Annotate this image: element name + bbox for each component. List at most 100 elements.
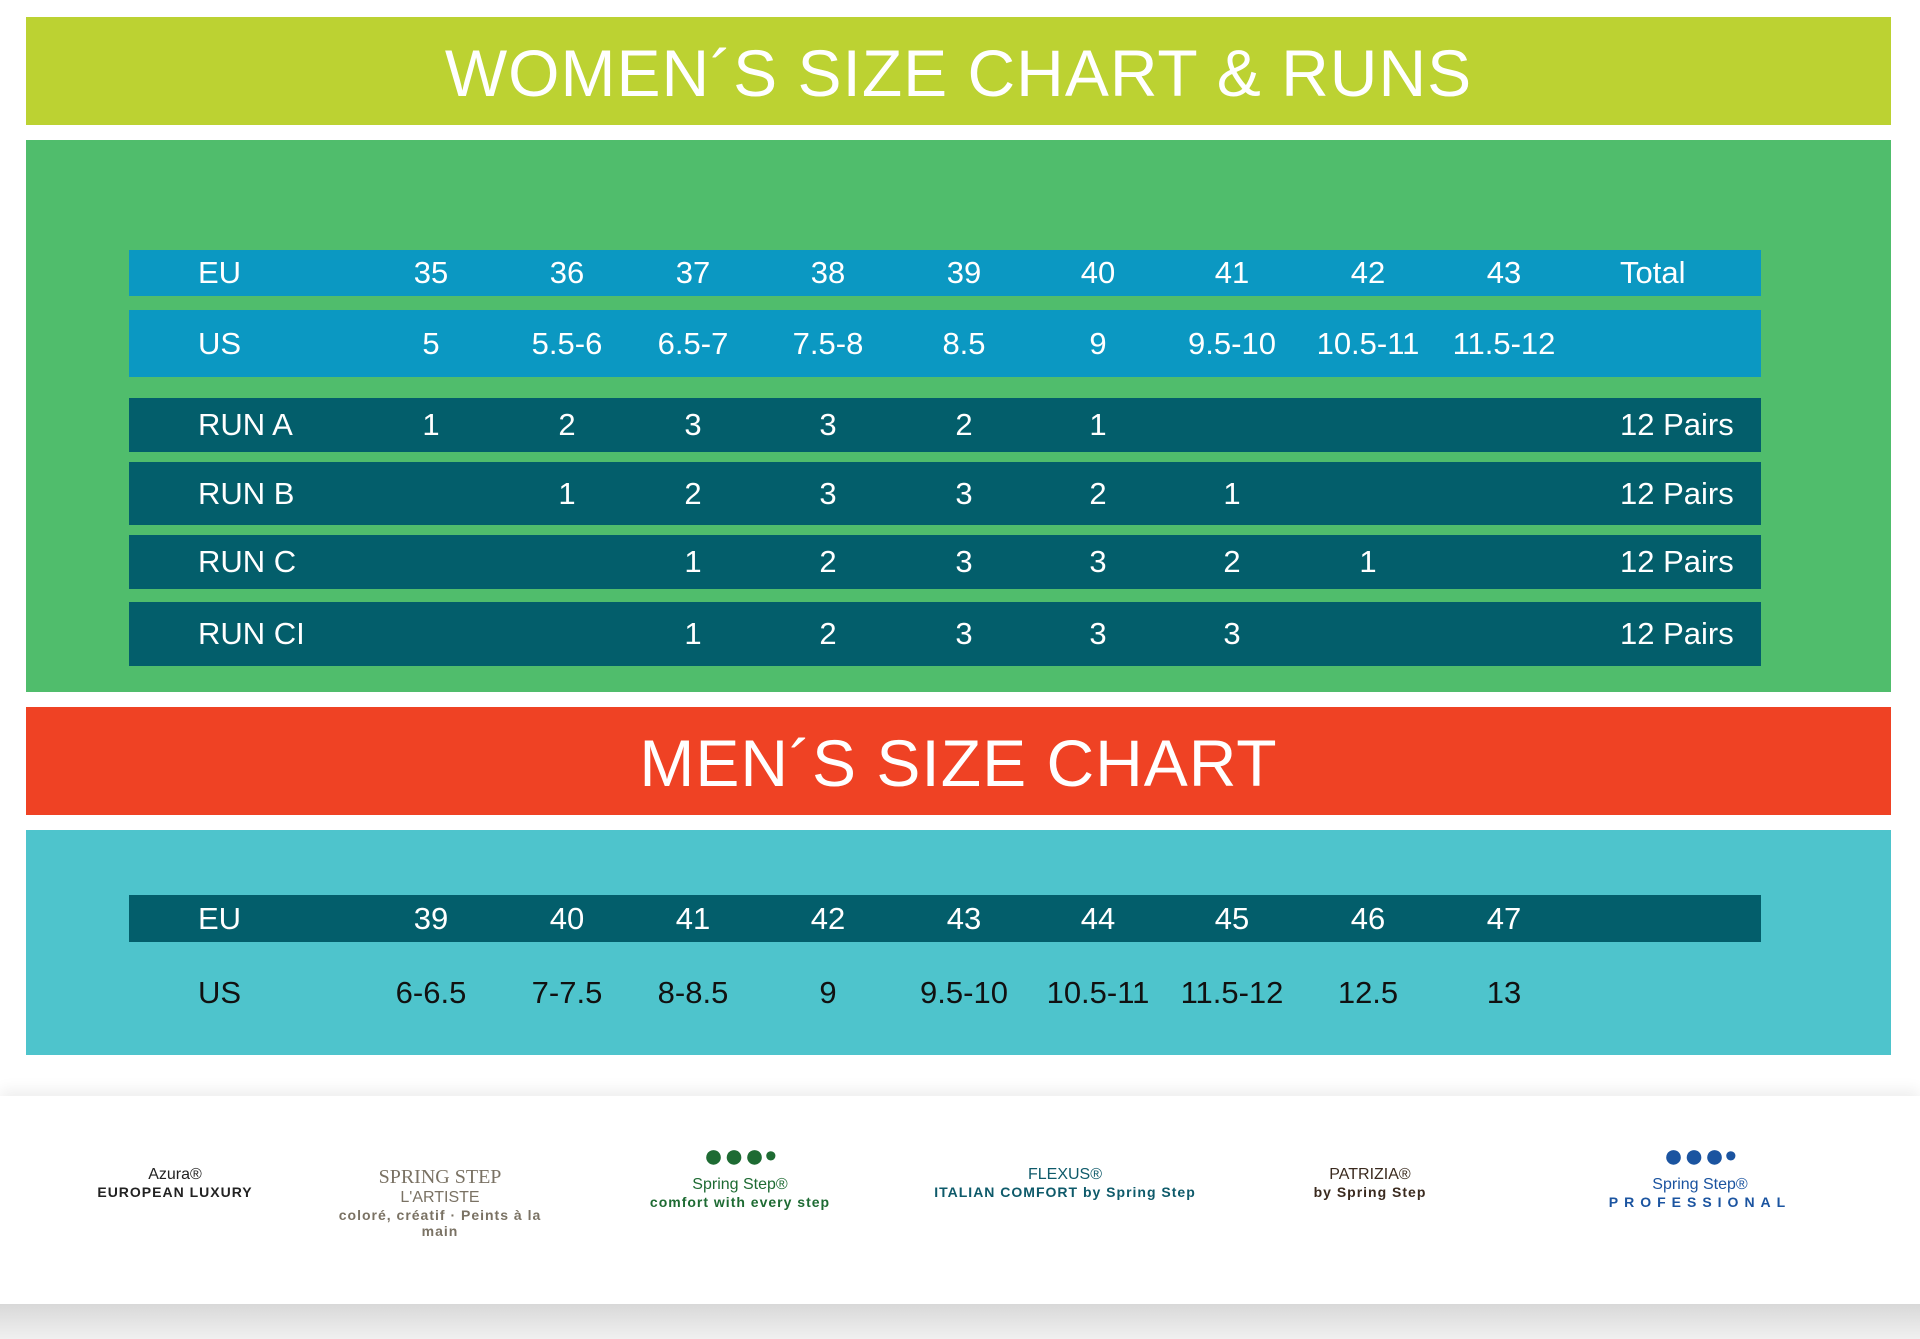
cell: 10.5-11 (1046, 975, 1150, 1010)
logo-name: Spring Step® (692, 1176, 788, 1193)
footprint-icon: ●●●• (703, 1137, 777, 1175)
cell: 3 (1089, 616, 1107, 651)
cell: 1 (422, 407, 440, 442)
cell: 3 (1089, 544, 1107, 579)
cell: 7.5-8 (792, 325, 864, 361)
cell: 9.5-10 (920, 975, 1008, 1010)
total-cell: 12 Pairs (1620, 407, 1734, 442)
men-us-row: US 6-6.5 7-7.5 8-8.5 9 9.5-10 10.5-11 11.5-12 12… (129, 965, 1761, 1021)
logo-tagline: comfort with every step (649, 1194, 831, 1210)
men-size-chart-title: MEN´S SIZE CHART (26, 707, 1891, 815)
women-eu-row: EU 35 36 37 38 39 40 41 42 43 Total (129, 250, 1761, 296)
cell: 2 (1089, 475, 1107, 511)
cell: 40 (1080, 255, 1116, 290)
cell: 38 (810, 255, 846, 290)
brand-logo: SPRING STEP L'ARTISTE coloré, créatif · Pe… (325, 1166, 555, 1239)
total-cell: Total (1620, 255, 1686, 290)
cell: 6.5-7 (657, 325, 729, 361)
cell: 2 (955, 407, 973, 442)
men-size-panel (26, 830, 1891, 1055)
logo-name: Spring Step® (1652, 1176, 1748, 1193)
cell: 45 (1214, 900, 1250, 936)
cell: 41 (675, 900, 711, 936)
logo-name: Azura® (148, 1166, 202, 1183)
row-label: RUN CI (198, 616, 305, 651)
row-label: EU (198, 255, 242, 290)
cell: 9.5-10 (1188, 325, 1276, 361)
cell: 11.5-12 (1452, 325, 1556, 361)
cell: 5.5-6 (531, 325, 603, 361)
logo-top-text: SPRING STEP (378, 1166, 502, 1188)
cell: 39 (413, 900, 449, 936)
row-label: US (198, 325, 242, 361)
brand-logo: ●●●• Spring Step® PROFESSIONAL (1585, 1136, 1815, 1210)
cell: 2 (1223, 544, 1241, 579)
women-us-row: US 5 5.5-6 6.5-7 7.5-8 8.5 9 9.5-10 10.5-11 11.5-… (129, 310, 1761, 377)
cell: 42 (810, 900, 846, 936)
cell: 1 (1359, 544, 1377, 579)
logo-tagline: PROFESSIONAL (1608, 1194, 1792, 1210)
brand-logos-strip: Azura® EUROPEAN LUXURY SPRING STEP L'ARTIST… (0, 1096, 1920, 1304)
men-eu-row: EU 39 40 41 42 43 44 45 46 47 (129, 895, 1761, 942)
cell: 2 (819, 544, 837, 579)
cell: 12.5 (1337, 975, 1399, 1010)
cell: 3 (955, 544, 973, 579)
cell: 42 (1350, 255, 1386, 290)
footprint-icon: ●●●• (1663, 1137, 1737, 1175)
cell: 46 (1350, 900, 1386, 936)
cell: 1 (558, 475, 576, 511)
run-row: RUN A 1 2 3 3 2 1 12 Pairs (129, 398, 1761, 452)
cell: 7-7.5 (531, 975, 603, 1010)
cell: 3 (1223, 616, 1241, 651)
cell: 43 (946, 900, 982, 936)
row-label: US (198, 975, 242, 1010)
cell: 1 (684, 544, 702, 579)
logo-tagline: ITALIAN COMFORT by Spring Step (934, 1184, 1196, 1200)
cell: 3 (819, 407, 837, 442)
row-label: RUN C (198, 544, 297, 579)
cell: 5 (422, 325, 440, 361)
cell: 43 (1486, 255, 1522, 290)
women-size-chart-title: WOMEN´S SIZE CHART & RUNS (26, 17, 1891, 125)
cell: 1 (1223, 475, 1241, 511)
cell: 1 (1089, 407, 1107, 442)
logo-name: L'ARTISTE (400, 1189, 480, 1206)
total-cell: 12 Pairs (1620, 544, 1734, 579)
cell: 47 (1486, 900, 1522, 936)
cell: 8.5 (942, 325, 986, 361)
cell: 6-6.5 (395, 975, 467, 1010)
total-cell: 12 Pairs (1620, 616, 1734, 651)
total-cell: 12 Pairs (1620, 475, 1734, 511)
brand-logo: FLEXUS® ITALIAN COMFORT by Spring Step (915, 1166, 1215, 1200)
cell: 9 (1089, 325, 1107, 361)
cell: 3 (955, 475, 973, 511)
brand-logo: ●●●• Spring Step® comfort with every step (625, 1136, 855, 1210)
cell: 39 (946, 255, 982, 290)
cell: 36 (549, 255, 585, 290)
brand-logo: Azura® EUROPEAN LUXURY (60, 1166, 290, 1200)
cell: 1 (684, 616, 702, 651)
cell: 41 (1214, 255, 1250, 290)
cell: 40 (549, 900, 585, 936)
cell: 2 (684, 475, 702, 511)
cell: 2 (558, 407, 576, 442)
cell: 8-8.5 (657, 975, 729, 1010)
cell: 2 (819, 616, 837, 651)
row-label: EU (198, 900, 242, 936)
footer-shadow (0, 1304, 1920, 1339)
run-row: RUN B 1 2 3 3 2 1 12 Pairs (129, 462, 1761, 525)
cell: 9 (819, 975, 837, 1010)
logo-tagline: by Spring Step (1313, 1184, 1427, 1200)
row-label: RUN B (198, 475, 295, 511)
cell: 35 (413, 255, 449, 290)
logo-tagline: EUROPEAN LUXURY (97, 1184, 253, 1200)
cell: 44 (1080, 900, 1116, 936)
cell: 10.5-11 (1316, 325, 1420, 361)
cell: 37 (675, 255, 711, 290)
brand-logo: PATRIZIA® by Spring Step (1255, 1166, 1485, 1200)
logo-tagline: coloré, créatif · Peints à la main (338, 1207, 542, 1239)
logo-name: PATRIZIA® (1329, 1166, 1411, 1183)
row-label: RUN A (198, 407, 293, 442)
run-row: RUN C 1 2 3 3 2 1 12 Pairs (129, 535, 1761, 589)
cell: 13 (1486, 975, 1522, 1010)
